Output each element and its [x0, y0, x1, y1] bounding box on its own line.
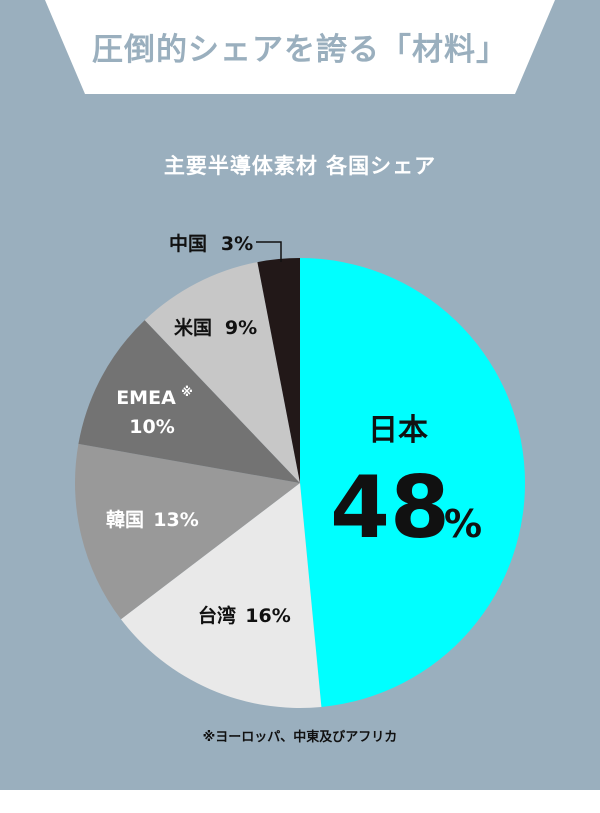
pie-slice-0	[300, 258, 526, 707]
chart-footnote: ※ヨーロッパ、中東及びアフリカ	[202, 730, 398, 745]
slice-unit-japan: %	[444, 502, 482, 546]
slice-value-taiwan: 16%	[245, 605, 290, 627]
pie-slice-3	[78, 320, 300, 483]
pie-slice-1	[120, 483, 322, 709]
slice-label-usa: 米国	[174, 316, 212, 339]
slice-label-taiwan: 台湾	[198, 604, 236, 627]
slice-value-emea: 10%	[129, 416, 174, 438]
pie-slice-4	[144, 262, 300, 483]
slice-label-emea: EMEA	[116, 387, 176, 409]
title-banner	[45, 0, 555, 94]
slice-value-korea: 13%	[153, 509, 198, 531]
leader-line-china	[256, 241, 282, 262]
slice-value-china: 3%	[221, 233, 253, 255]
slice-value-usa: 9%	[225, 317, 257, 339]
pie-chart: 日本 48% 台湾 16% 韓国 13% EMEA ※ 10% 米国 9% 中国 3%	[74, 232, 526, 709]
slice-label-japan: 日本	[368, 413, 428, 448]
page-title: 圧倒的シェアを誇る「材料」	[92, 32, 508, 68]
chart-title: 主要半導体素材 各国シェア	[163, 154, 437, 178]
slice-label-korea: 韓国	[106, 508, 144, 531]
pie-slice-2	[74, 443, 300, 620]
pie-slice-5	[257, 258, 300, 483]
slice-value-japan: 48	[330, 458, 450, 558]
slice-note-mark-emea: ※	[181, 385, 193, 399]
slice-label-china: 中国	[169, 232, 207, 255]
